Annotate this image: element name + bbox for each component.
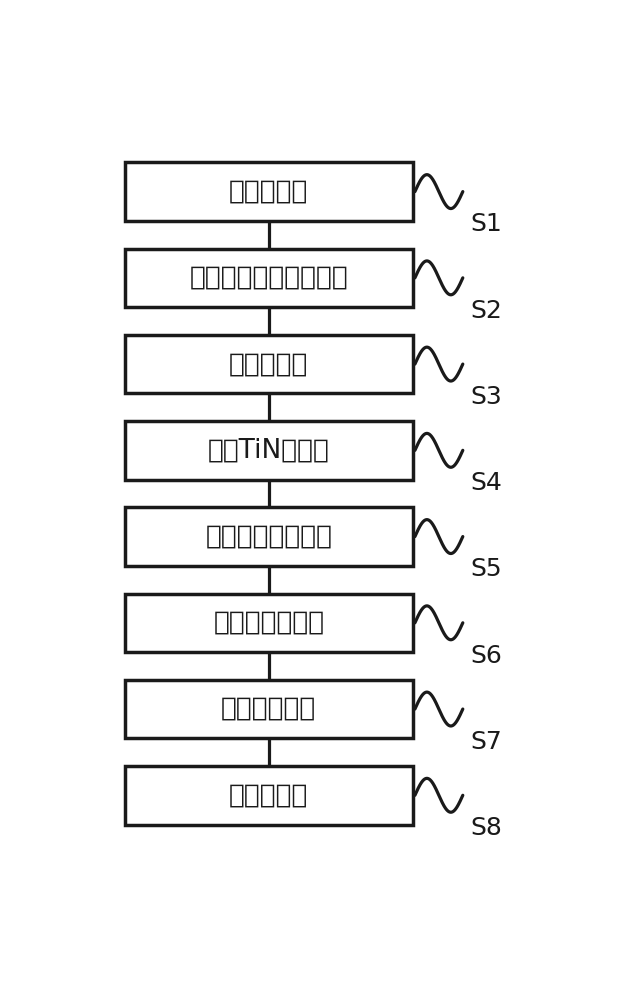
Text: 形成界面层: 形成界面层	[229, 179, 308, 205]
Text: 盖帽层表面处理: 盖帽层表面处理	[213, 610, 324, 636]
FancyBboxPatch shape	[125, 421, 413, 480]
FancyBboxPatch shape	[125, 335, 413, 393]
Text: 沉积高介电常数介质层: 沉积高介电常数介质层	[190, 265, 348, 291]
Text: S3: S3	[470, 385, 502, 409]
FancyBboxPatch shape	[125, 507, 413, 566]
Text: S2: S2	[470, 299, 502, 323]
Text: 后沉积退火: 后沉积退火	[229, 351, 308, 377]
Text: 去除盖帽层: 去除盖帽层	[229, 782, 308, 808]
Text: S8: S8	[470, 816, 502, 840]
Text: S4: S4	[470, 471, 502, 495]
Text: S7: S7	[470, 730, 502, 754]
FancyBboxPatch shape	[125, 680, 413, 738]
FancyBboxPatch shape	[125, 162, 413, 221]
Text: 沉积非晶硅盖帽层: 沉积非晶硅盖帽层	[205, 524, 332, 550]
Text: S5: S5	[470, 557, 502, 581]
Text: 后盖帽层退火: 后盖帽层退火	[221, 696, 316, 722]
FancyBboxPatch shape	[125, 594, 413, 652]
Text: S6: S6	[470, 644, 502, 668]
FancyBboxPatch shape	[125, 249, 413, 307]
FancyBboxPatch shape	[125, 766, 413, 825]
Text: S1: S1	[470, 212, 502, 236]
Text: 沉积TiN保护层: 沉积TiN保护层	[208, 437, 330, 463]
